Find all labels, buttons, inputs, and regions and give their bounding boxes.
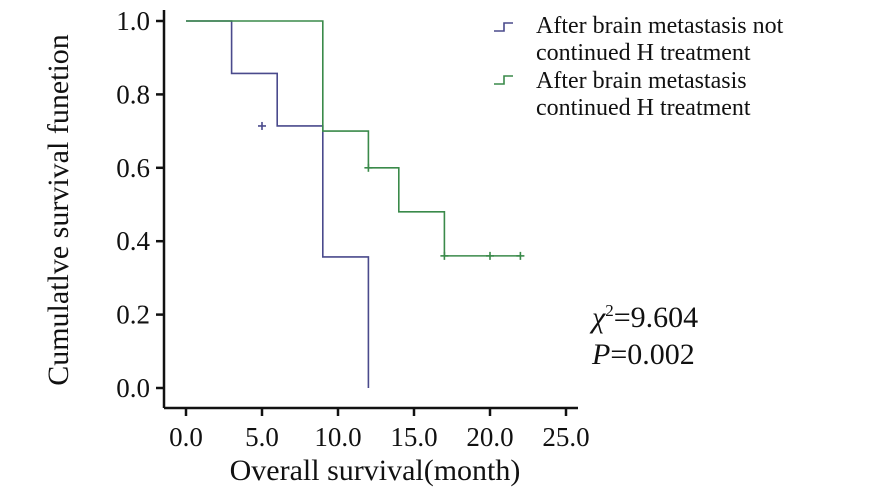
x-tick-label: 0.0: [169, 422, 203, 452]
p-value-annotation: P=0.002: [591, 338, 695, 371]
y-tick-label: 0.8: [116, 79, 150, 109]
p-symbol: P: [591, 338, 610, 371]
legend-label-2: After brain metastasis: [536, 68, 747, 94]
axes: 0.0 0.2 0.4 0.6 0.8 1.0 0.0 5.0 10.0 15.0 20.0 25.0: [116, 6, 589, 452]
y-tick-label: 0.0: [116, 373, 150, 403]
legend-label-1: continued H treatment: [536, 40, 751, 66]
legend-label-2: continued H treatment: [536, 95, 751, 121]
chi-square-annotation: χ2=9.604: [589, 301, 698, 334]
x-tick-label: 5.0: [245, 422, 279, 452]
y-tick-label: 0.4: [116, 226, 150, 256]
chi-superscript: 2: [605, 301, 614, 320]
x-tick-label: 20.0: [466, 422, 513, 452]
series-line-2: [186, 20, 521, 257]
y-tick-label: 0.2: [116, 300, 150, 330]
legend-label-1: After brain metastasis not: [536, 13, 784, 39]
x-tick-label: 25.0: [542, 422, 589, 452]
x-axis-title: Overall survival(month): [230, 454, 521, 487]
legend-swatch-1: [494, 22, 513, 32]
p-value: =0.002: [610, 338, 694, 371]
chi-value: =9.604: [614, 301, 698, 334]
x-tick-label: 10.0: [314, 422, 361, 452]
series-layer: [186, 20, 525, 388]
chi-symbol: χ: [589, 301, 606, 334]
y-axis-title: Cumulatlve survival funetion: [42, 34, 75, 386]
legend-swatch-2: [494, 75, 513, 85]
y-tick-label: 0.6: [116, 153, 150, 183]
series-line-1: [186, 20, 370, 388]
x-tick-label: 15.0: [390, 422, 437, 452]
y-tick-label: 1.0: [116, 6, 150, 36]
